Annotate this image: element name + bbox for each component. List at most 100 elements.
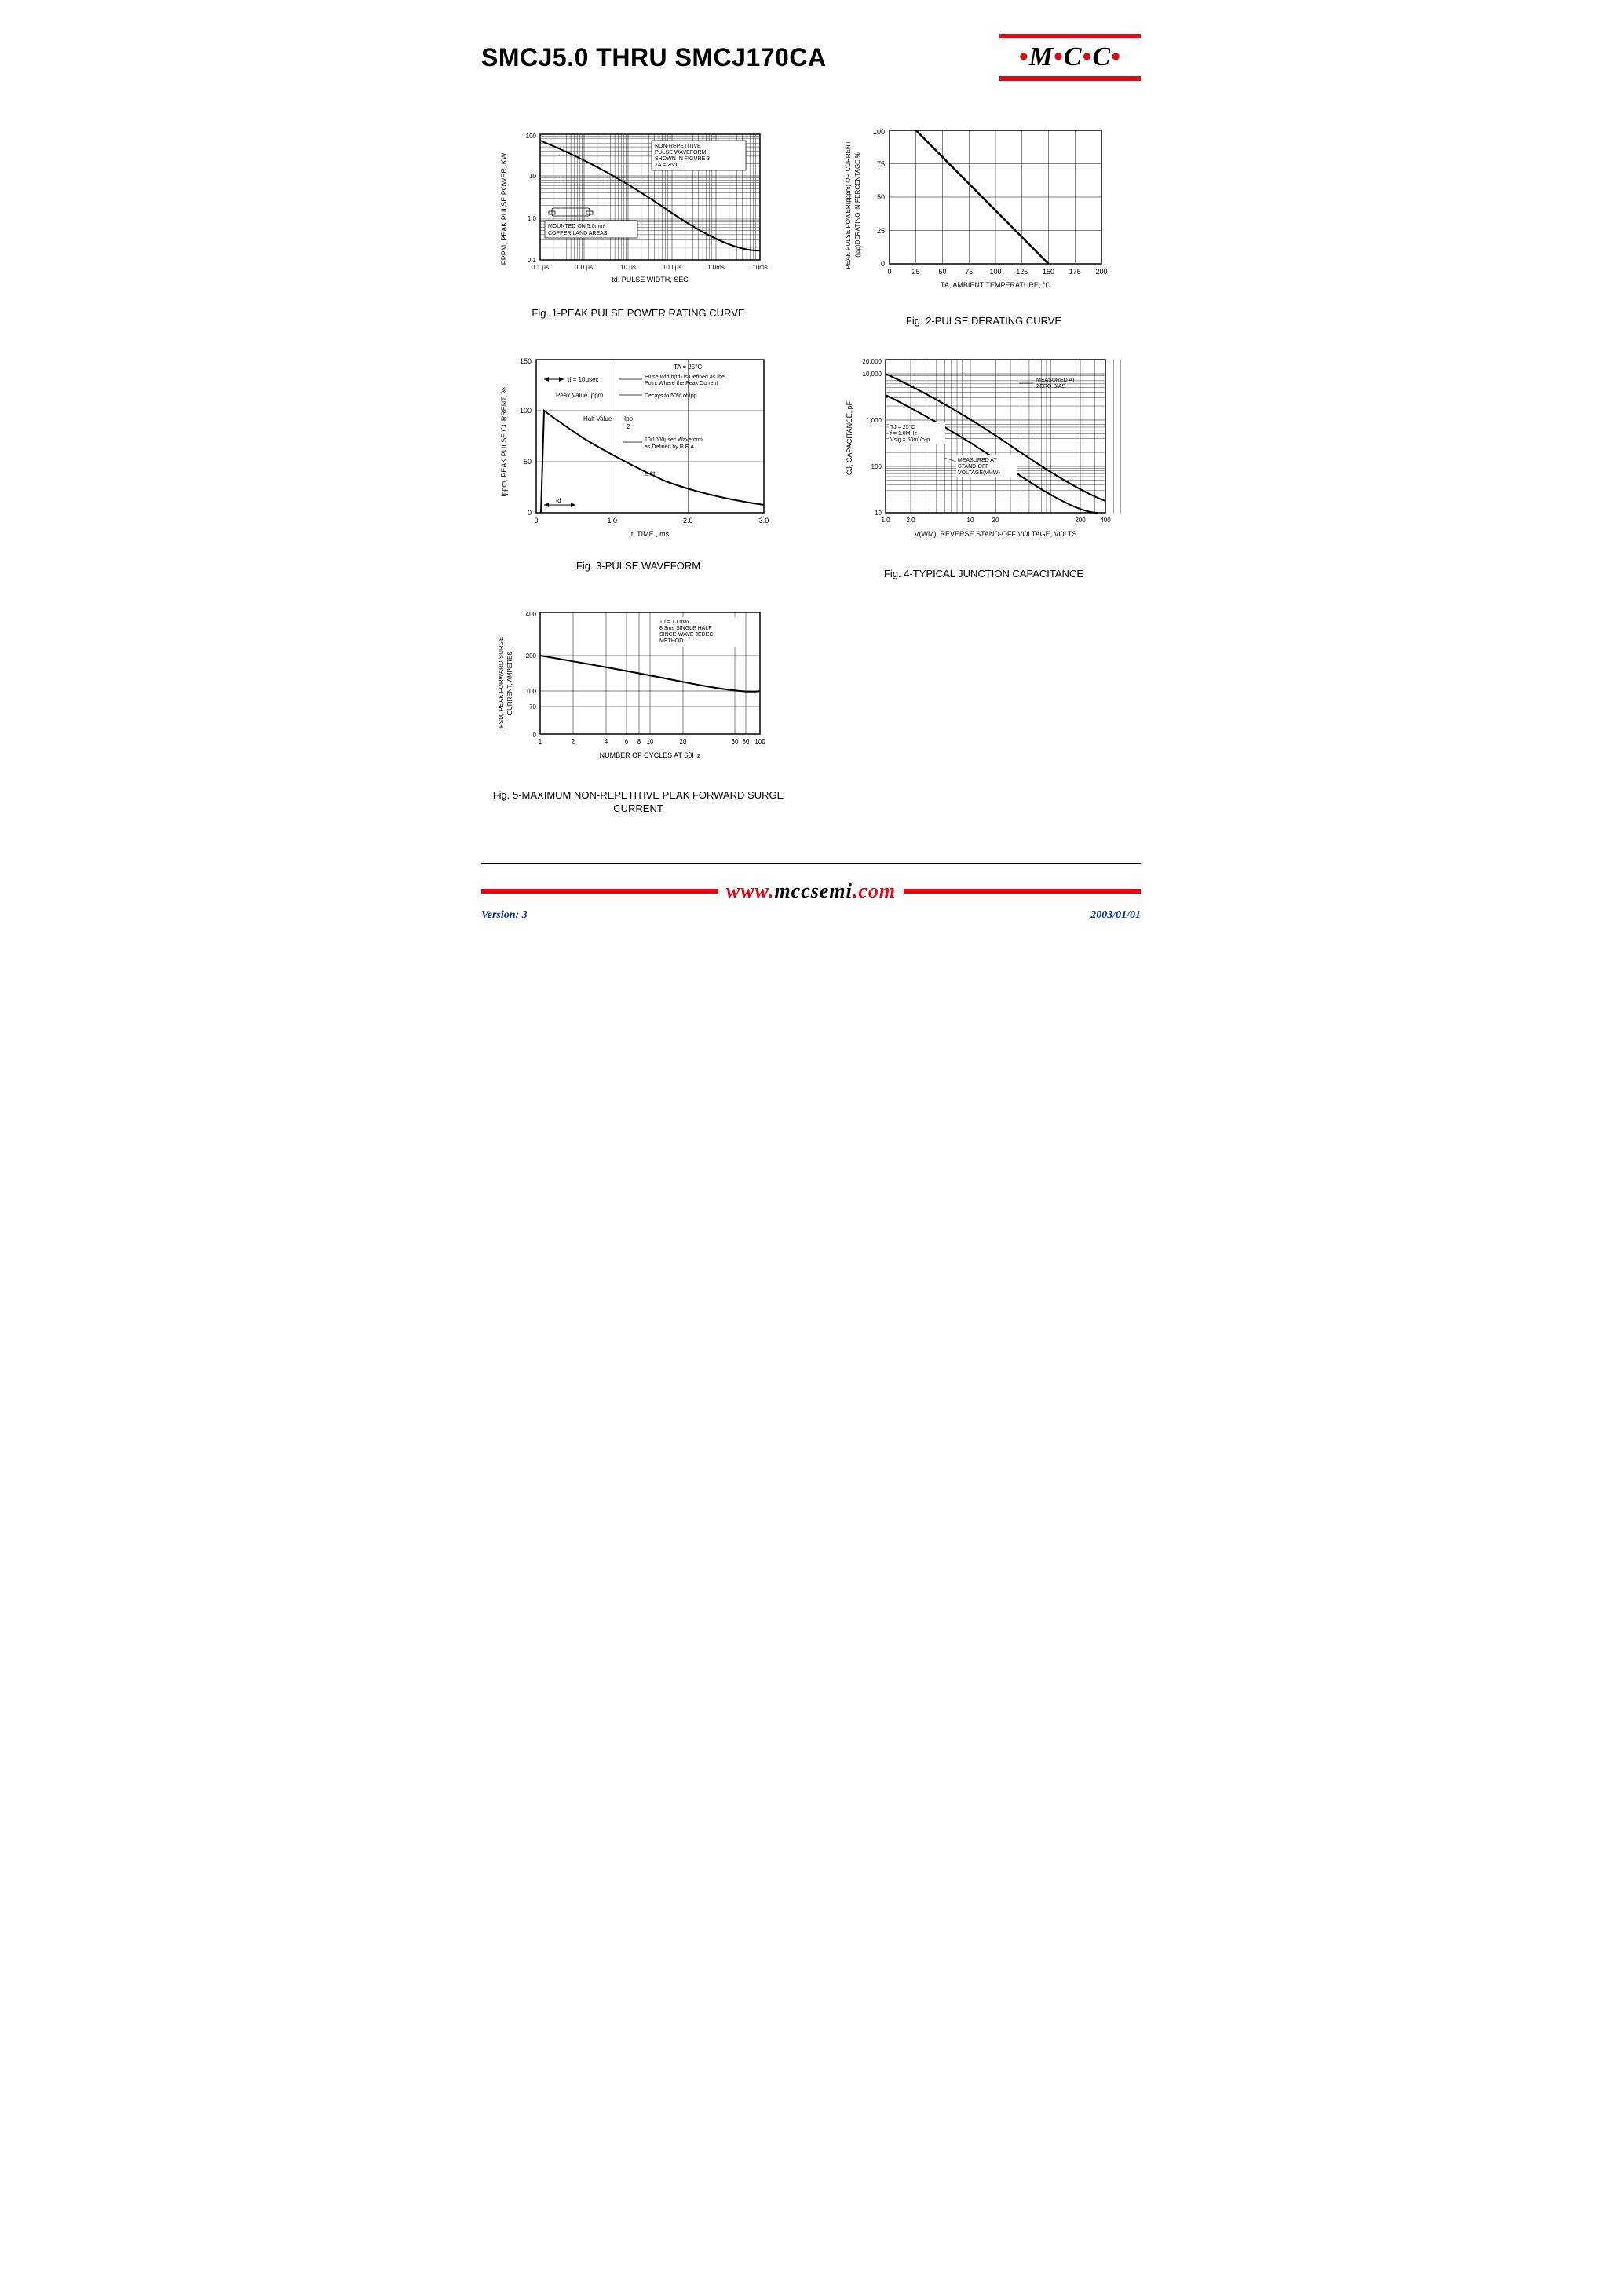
svg-text:80: 80 bbox=[743, 738, 750, 745]
svg-text:NUMBER OF CYCLES AT 60Hz: NUMBER OF CYCLES AT 60Hz bbox=[600, 751, 701, 759]
logo-bar-bottom bbox=[999, 76, 1141, 81]
svg-text:Half Value -: Half Value - bbox=[583, 415, 616, 422]
fig1-cell: PPPM, PEAK PULSE POWER, KW bbox=[481, 122, 795, 328]
svg-text:10,000: 10,000 bbox=[863, 371, 882, 378]
version-text: Version: 3 bbox=[481, 909, 528, 922]
svg-text:NON-REPETITIVE: NON-REPETITIVE bbox=[655, 144, 701, 149]
svg-text:PEAK PULSE POWER(pppm) OR CURR: PEAK PULSE POWER(pppm) OR CURRENT bbox=[845, 141, 852, 269]
fig2-cell: PEAK PULSE POWER(pppm) OR CURRENT (Ipp)D… bbox=[827, 122, 1141, 328]
fig5-caption: Fig. 5-MAXIMUM NON-REPETITIVE PEAK FORWA… bbox=[481, 789, 795, 816]
fig3-caption: Fig. 3-PULSE WAVEFORM bbox=[481, 560, 795, 573]
fig4-chart: CJ, CAPACITANCE, pF bbox=[842, 352, 1125, 556]
svg-text:4: 4 bbox=[605, 738, 608, 745]
svg-text:10: 10 bbox=[529, 173, 536, 180]
fig5-chart: IFSM, PEAK FORWARD SURGE CURRENT, AMPERE… bbox=[497, 605, 780, 777]
svg-text:100: 100 bbox=[526, 688, 537, 695]
svg-text:100: 100 bbox=[520, 407, 532, 415]
fig2-caption: Fig. 2-PULSE DERATING CURVE bbox=[827, 315, 1141, 328]
footer-divider bbox=[481, 863, 1141, 864]
svg-text:Vsig = 50mVp-p: Vsig = 50mVp-p bbox=[890, 437, 930, 443]
svg-text:75: 75 bbox=[965, 268, 973, 276]
svg-text:10: 10 bbox=[875, 510, 882, 517]
svg-text:VOLTAGE(VMW): VOLTAGE(VMW) bbox=[958, 470, 1000, 476]
logo: •M•C•C• bbox=[999, 31, 1141, 83]
svg-text:0: 0 bbox=[887, 268, 891, 276]
svg-text:20: 20 bbox=[680, 738, 687, 745]
svg-text:100: 100 bbox=[871, 463, 882, 470]
svg-text:125: 125 bbox=[1016, 268, 1028, 276]
fig3-chart: Ippm, PEAK PULSE CURRENT, % TA = 25°C bbox=[497, 352, 780, 548]
svg-text:t, TIME , ms: t, TIME , ms bbox=[631, 530, 670, 538]
svg-text:10: 10 bbox=[967, 517, 974, 524]
svg-text:1.0ms: 1.0ms bbox=[707, 264, 725, 271]
svg-text:TA, AMBIENT TEMPERATURE, °C: TA, AMBIENT TEMPERATURE, °C bbox=[941, 281, 1050, 289]
svg-text:8.3ms SINGLE HALF: 8.3ms SINGLE HALF bbox=[659, 626, 712, 631]
svg-text:2.0: 2.0 bbox=[906, 517, 915, 524]
svg-text:Point Where the Peak Current: Point Where the Peak Current bbox=[645, 381, 718, 386]
svg-text:0: 0 bbox=[534, 517, 538, 525]
svg-text:0.1: 0.1 bbox=[528, 257, 537, 264]
svg-text:2.0: 2.0 bbox=[683, 517, 693, 525]
svg-text:tf = 10μsec: tf = 10μsec bbox=[568, 376, 599, 383]
svg-text:20,000: 20,000 bbox=[863, 358, 882, 365]
svg-text:1.0: 1.0 bbox=[881, 517, 890, 524]
svg-text:50: 50 bbox=[877, 193, 885, 201]
svg-text:1.0: 1.0 bbox=[528, 215, 537, 222]
fig3-cell: Ippm, PEAK PULSE CURRENT, % TA = 25°C bbox=[481, 352, 795, 581]
fig4-caption: Fig. 4-TYPICAL JUNCTION CAPACITANCE bbox=[827, 568, 1141, 581]
svg-text:50: 50 bbox=[524, 458, 532, 466]
fig2-chart: PEAK PULSE POWER(pppm) OR CURRENT (Ipp)D… bbox=[842, 122, 1125, 303]
svg-text:25: 25 bbox=[877, 227, 885, 235]
svg-text:20: 20 bbox=[992, 517, 999, 524]
svg-text:V(WM), REVERSE STAND-OFF VOLTA: V(WM), REVERSE STAND-OFF VOLTAGE, VOLTS bbox=[915, 530, 1077, 538]
svg-text:400: 400 bbox=[1100, 517, 1111, 524]
svg-text:1.0: 1.0 bbox=[607, 517, 617, 525]
svg-text:2: 2 bbox=[627, 423, 630, 430]
svg-text:TA = 25°C: TA = 25°C bbox=[674, 364, 702, 371]
fig1-caption: Fig. 1-PEAK PULSE POWER RATING CURVE bbox=[481, 307, 795, 320]
header: SMCJ5.0 THRU SMCJ170CA •M•C•C• bbox=[481, 31, 1141, 83]
svg-text:SINCE-WAVE JEDEC: SINCE-WAVE JEDEC bbox=[659, 632, 713, 638]
svg-text:(Ipp)DERATING IN PERCENTAGE %: (Ipp)DERATING IN PERCENTAGE % bbox=[854, 152, 861, 258]
svg-text:MEASURED AT: MEASURED AT bbox=[1036, 378, 1076, 383]
svg-text:10ms: 10ms bbox=[752, 264, 768, 271]
svg-text:CURRENT, AMPERES: CURRENT, AMPERES bbox=[506, 651, 513, 715]
svg-text:COPPER LAND AREAS: COPPER LAND AREAS bbox=[548, 231, 608, 236]
svg-text:METHOD: METHOD bbox=[659, 638, 683, 644]
svg-text:0: 0 bbox=[881, 260, 885, 268]
svg-text:Pulse Width(td) is Defined as: Pulse Width(td) is Defined as the bbox=[645, 375, 725, 380]
svg-text:25: 25 bbox=[912, 268, 920, 276]
svg-text:SHOWN IN FIGURE 3: SHOWN IN FIGURE 3 bbox=[655, 156, 710, 162]
svg-text:td, PULSE WIDTH, SEC: td, PULSE WIDTH, SEC bbox=[612, 276, 689, 283]
svg-text:as Defined by R.E.A.: as Defined by R.E.A. bbox=[645, 444, 696, 450]
footer-bottom: Version: 3 2003/01/01 bbox=[481, 909, 1141, 922]
svg-text:MEASURED AT: MEASURED AT bbox=[958, 458, 997, 463]
svg-text:0.1 μs: 0.1 μs bbox=[532, 264, 549, 271]
footer-bar-left bbox=[481, 889, 718, 894]
page-title: SMCJ5.0 THRU SMCJ170CA bbox=[481, 43, 827, 72]
svg-text:200: 200 bbox=[526, 653, 537, 660]
svg-text:0: 0 bbox=[528, 509, 532, 517]
footer-bar-right bbox=[904, 889, 1141, 894]
svg-text:70: 70 bbox=[529, 704, 536, 711]
svg-text:100: 100 bbox=[526, 133, 537, 140]
svg-text:1: 1 bbox=[539, 738, 542, 745]
svg-text:8: 8 bbox=[637, 738, 641, 745]
fig4-cell: CJ, CAPACITANCE, pF bbox=[827, 352, 1141, 581]
svg-text:CJ, CAPACITANCE, pF: CJ, CAPACITANCE, pF bbox=[846, 400, 853, 475]
logo-bar-top bbox=[999, 34, 1141, 38]
svg-text:100: 100 bbox=[873, 128, 885, 136]
svg-text:200: 200 bbox=[1075, 517, 1086, 524]
svg-text:1.0 μs: 1.0 μs bbox=[575, 264, 593, 271]
svg-text:50: 50 bbox=[938, 268, 946, 276]
svg-text:60: 60 bbox=[732, 738, 739, 745]
svg-text:10/1000μsec Waveform: 10/1000μsec Waveform bbox=[645, 437, 703, 443]
svg-text:150: 150 bbox=[1043, 268, 1054, 276]
svg-text:PPPM, PEAK PULSE POWER, KW: PPPM, PEAK PULSE POWER, KW bbox=[500, 152, 508, 265]
svg-text:TJ = 25°C: TJ = 25°C bbox=[890, 424, 915, 430]
svg-text:MOUNTED ON 5.0mm²: MOUNTED ON 5.0mm² bbox=[548, 224, 606, 229]
svg-text:1,000: 1,000 bbox=[866, 417, 882, 424]
fig5-cell: IFSM, PEAK FORWARD SURGE CURRENT, AMPERE… bbox=[481, 605, 795, 816]
footer-url: www.mccsemi.com bbox=[718, 879, 904, 903]
svg-text:150: 150 bbox=[520, 357, 532, 365]
